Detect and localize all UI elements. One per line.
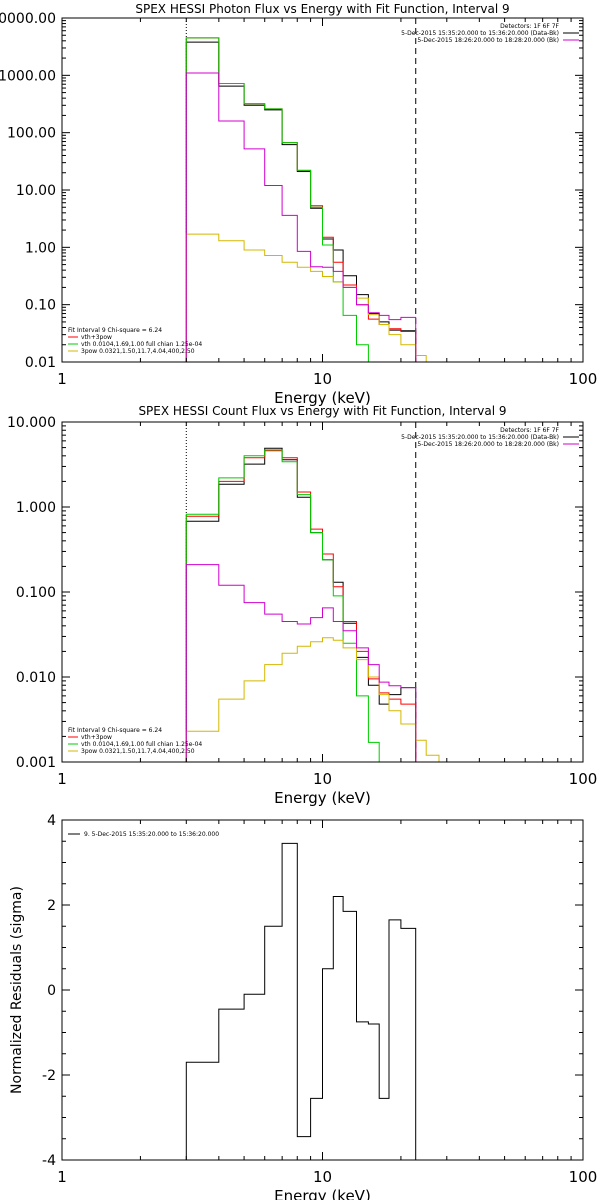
y-tick-label: -2 [42, 1068, 56, 1084]
y-tick-label: 0 [47, 983, 56, 999]
legend-text: vth 0.0104,1.69,1.00 full chian 1.25e-04 [81, 341, 202, 348]
y-tick-label: 0.10 [25, 298, 56, 314]
y-tick-label: 1.00 [25, 240, 56, 256]
y-tick-label: 0.010 [16, 670, 56, 686]
series-line-3pow [185, 233, 427, 362]
series-group [185, 37, 427, 362]
x-tick-label: 100 [569, 770, 598, 788]
y-tick-label: 10000.00 [0, 11, 56, 27]
x-tick-label: 10 [313, 770, 332, 788]
legend-text: 5-Dec-2015 15:35:20.000 to 15:36:20.000 … [401, 30, 559, 37]
plot-frame [61, 421, 584, 763]
x-tick-label: 100 [569, 370, 598, 388]
x-tick-label: 10 [313, 1168, 332, 1186]
chart-panel-3: 1 10 100 Energy (keV) -4 -2 0 2 4 Normalized Resi… [9, 813, 597, 1200]
chart-title: SPEX HESSI Photon Flux vs Energy with Fi… [135, 2, 509, 16]
y-tick-label: 10.00 [16, 183, 56, 199]
y-tick-label: 1000.00 [0, 68, 56, 84]
y-tick-label: -4 [42, 1153, 56, 1169]
series-line-vth [185, 449, 380, 762]
series-line-vth-3pow [185, 450, 417, 762]
legend-text: Detectors: 1F 6F 7F [500, 427, 559, 434]
legend-text: 3pow 0.0321,1.50,11.7,4.04,400,2.50 [81, 348, 195, 355]
x-tick-label: 1 [57, 370, 67, 388]
x-tick-label: 100 [569, 1168, 598, 1186]
y-tick-label: 0.01 [25, 355, 56, 371]
plot-frame [61, 17, 584, 363]
y-axis-label: Normalized Residuals (sigma) [9, 886, 25, 1094]
x-axis-label: Energy (keV) [274, 389, 371, 407]
x-axis-label: Energy (keV) [274, 789, 371, 807]
x-axis-label: Energy (keV) [274, 1187, 371, 1200]
series-line-data-bk [185, 41, 417, 362]
x-tick-label: 1 [57, 1168, 67, 1186]
legend-text: vth+3pow [81, 734, 112, 741]
y-tick-label: 10.000 [7, 415, 56, 431]
legend-text: Fit Interval 9 Chi-square = 6.24 [68, 327, 162, 334]
series-group [185, 447, 440, 762]
x-tick-label: 1 [57, 770, 67, 788]
series-line-residuals [185, 842, 417, 1160]
chart-panel-1: SPEX HESSI Photon Flux vs Energy with Fi… [0, 2, 597, 407]
legend-text: 3pow 0.0321,1.50,11.7,4.04,400,2.50 [81, 748, 195, 755]
legend-text: 5-Dec-2015 18:26:20.000 to 18:28:20.000 … [417, 441, 559, 448]
legend-text: 9. 5-Dec-2015 15:35:20.000 to 15:36:20.0… [84, 831, 219, 838]
y-tick-label: 2 [47, 898, 56, 914]
series-line-bk [185, 72, 417, 362]
series-line-vth-3pow [185, 37, 417, 362]
legend-text: Detectors: 1F 6F 7F [500, 23, 559, 30]
series-line-data-bk [185, 447, 417, 762]
legend-text: vth 0.0104,1.69,1.00 full chian 1.25e-04 [81, 741, 202, 748]
y-tick-label: 0.100 [16, 585, 56, 601]
series-line-vth [185, 37, 369, 362]
y-tick-label: 1.000 [16, 500, 56, 516]
legend-text: Fit Interval 9 Chi-square = 6.24 [68, 727, 162, 734]
x-tick-label: 10 [313, 370, 332, 388]
legend-text: 5-Dec-2015 18:26:20.000 to 18:28:20.000 … [417, 37, 559, 44]
chart-panel-2: SPEX HESSI Count Flux vs Energy with Fit… [7, 404, 597, 807]
legend-text: 5-Dec-2015 15:35:20.000 to 15:36:20.000 … [401, 434, 559, 441]
series-group [185, 842, 417, 1160]
legend-text: vth+3pow [81, 334, 112, 341]
chart-title: SPEX HESSI Count Flux vs Energy with Fit… [138, 404, 506, 418]
series-line-3pow [185, 637, 440, 762]
y-tick-label: 100.00 [7, 126, 56, 142]
series-line-bk [185, 564, 417, 762]
y-tick-label: 4 [47, 813, 56, 829]
y-tick-label: 0.001 [16, 755, 56, 771]
